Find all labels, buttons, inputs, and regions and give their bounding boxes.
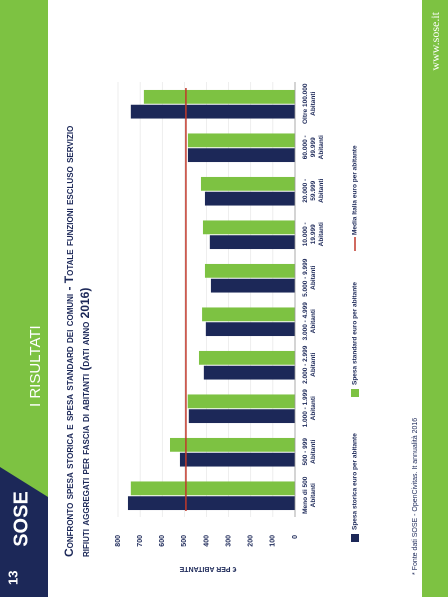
bar bbox=[204, 263, 295, 278]
legend-label: Spesa standard euro per abitante bbox=[352, 282, 359, 385]
y-tick-label: 300 bbox=[225, 535, 232, 547]
y-tick-label: 700 bbox=[137, 535, 144, 547]
y-tick-label: 200 bbox=[248, 535, 255, 547]
bar bbox=[169, 437, 295, 452]
bar bbox=[143, 89, 295, 104]
x-tick-label-line: Abitanti bbox=[310, 91, 317, 115]
bar bbox=[188, 409, 295, 424]
x-tick-label-line: Abitanti bbox=[318, 178, 325, 202]
bar bbox=[187, 133, 295, 148]
x-tick-label-line: Abitanti bbox=[318, 222, 325, 246]
y-axis-title: € PER ABITANTE bbox=[179, 565, 236, 572]
x-tick-label-line: 5.000 - 9.999 bbox=[302, 258, 309, 297]
x-tick-label-line: 99.999 bbox=[310, 137, 317, 157]
x-tick-label-line: Meno di 500 bbox=[302, 476, 309, 514]
page-number: 13 bbox=[5, 571, 20, 585]
bar bbox=[187, 148, 295, 163]
x-tick-label-line: Abitanti bbox=[310, 309, 317, 333]
x-tick-label-line: 60.000 - bbox=[302, 135, 309, 159]
x-tick-label: 3.000 - 4.999Abitanti bbox=[302, 302, 317, 341]
x-tick-label: 1.000 - 1.999Abitanti bbox=[302, 389, 317, 428]
legend-swatch bbox=[351, 389, 359, 397]
bar bbox=[209, 235, 296, 250]
bar bbox=[127, 496, 295, 511]
x-tick-label-line: 20.000 - bbox=[302, 179, 309, 203]
y-tick-label: 600 bbox=[159, 535, 166, 547]
bar bbox=[187, 394, 296, 409]
chart-title: Confronto spesa storica e spesa standard… bbox=[62, 126, 76, 557]
x-tick-label-line: 59.999 bbox=[310, 180, 317, 200]
top-band bbox=[0, 0, 48, 597]
bar bbox=[200, 176, 295, 191]
x-tick-label: 60.000 -99.999Abitanti bbox=[302, 135, 325, 159]
chart-title: rifiuti aggregati per fascia di abitanti… bbox=[78, 288, 92, 557]
y-tick-label: 800 bbox=[115, 535, 122, 547]
x-tick-label: 5.000 - 9.999Abitanti bbox=[302, 258, 317, 297]
x-tick-label: 20.000 -59.999Abitanti bbox=[302, 178, 325, 202]
bar bbox=[179, 452, 295, 467]
x-tick-label-line: Abitanti bbox=[310, 352, 317, 376]
bar bbox=[203, 365, 295, 380]
url: www.sose.it bbox=[428, 11, 442, 70]
y-tick-label: 0 bbox=[292, 535, 299, 539]
bar bbox=[198, 350, 295, 365]
y-tick-label: 400 bbox=[203, 535, 210, 547]
bar bbox=[130, 481, 295, 496]
x-tick-label-line: 10.000 - bbox=[302, 222, 309, 246]
x-tick-label-line: 500 - 999 bbox=[302, 438, 309, 466]
x-tick-label-line: 19.999 bbox=[310, 224, 317, 244]
x-tick-label: 10.000 -19.999Abitanti bbox=[302, 222, 325, 246]
legend-swatch bbox=[351, 534, 359, 542]
legend-label: Media Italia euro per abitante bbox=[352, 145, 359, 235]
legend-label: Spesa storica euro per abitante bbox=[352, 433, 359, 530]
logo: SOSE bbox=[10, 491, 32, 547]
x-tick-label: 2.000 - 2.999Abitanti bbox=[302, 345, 317, 384]
x-tick-label: Meno di 500Abitanti bbox=[302, 476, 317, 514]
bar bbox=[130, 104, 295, 119]
x-tick-label-line: Abitanti bbox=[310, 483, 317, 507]
bar bbox=[204, 191, 295, 206]
x-tick-label-line: 3.000 - 4.999 bbox=[302, 302, 309, 341]
x-tick-label-line: Abitanti bbox=[310, 439, 317, 463]
y-tick-label: 500 bbox=[181, 535, 188, 547]
bar bbox=[202, 220, 296, 235]
bar bbox=[205, 322, 295, 337]
x-tick-label-line: Abitanti bbox=[310, 265, 317, 289]
bottom-band bbox=[422, 0, 448, 597]
y-tick-label: 100 bbox=[270, 535, 277, 547]
bar bbox=[202, 307, 295, 322]
x-tick-label: 500 - 999Abitanti bbox=[302, 438, 317, 466]
x-tick-label-line: Oltre 100.000 bbox=[302, 83, 309, 124]
bar bbox=[210, 278, 295, 293]
x-tick-label-line: Abitanti bbox=[310, 396, 317, 420]
x-tick-label: Oltre 100.000Abitanti bbox=[302, 83, 317, 124]
section-title: I RISULTATI bbox=[27, 325, 44, 407]
logo-band bbox=[0, 467, 48, 597]
footnote: * Fonte dati SOSE - OpenCivitas. It annu… bbox=[412, 418, 419, 575]
x-tick-label-line: 1.000 - 1.999 bbox=[302, 389, 309, 428]
x-tick-label-line: Abitanti bbox=[318, 135, 325, 159]
x-tick-label-line: 2.000 - 2.999 bbox=[302, 345, 309, 384]
